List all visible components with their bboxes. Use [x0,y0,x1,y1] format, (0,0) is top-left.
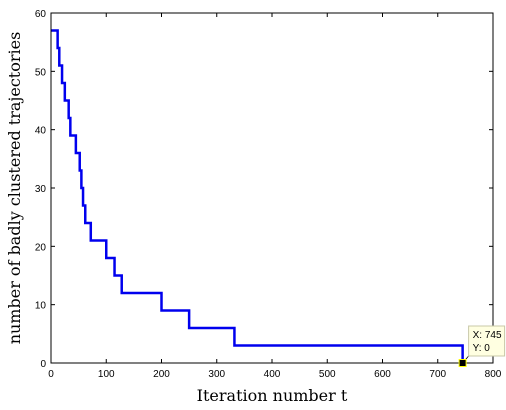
y-tick-label: 50 [35,67,47,78]
data-tip-x-text: X: 745 [473,330,502,341]
x-tick-label: 500 [319,369,336,380]
y-tick-label: 30 [35,184,47,195]
data-tip-box [468,325,506,357]
y-axis-label: number of badly clustered trajectories [5,32,24,345]
x-axis-label: Iteration number t [197,386,348,405]
x-tick-label: 800 [485,369,502,380]
x-tick-label: 200 [153,369,170,380]
y-tick-label: 10 [35,301,47,312]
x-tick-label: 100 [98,369,115,380]
x-tick-label: 600 [374,369,391,380]
data-tip-y-text: Y: 0 [473,343,491,354]
data-tip-marker[interactable] [458,359,467,367]
y-tick-label: 60 [35,9,47,20]
x-tick-labels: 0 100 200 300 400 500 600 700 800 [48,369,502,380]
data-tip[interactable]: X: 745 Y: 0 [458,325,506,367]
y-tick-label: 0 [40,359,46,370]
x-tick-label: 700 [429,369,446,380]
x-tick-label: 300 [208,369,225,380]
x-tick-label: 400 [264,369,281,380]
plot-area [51,13,493,363]
series-line [51,29,464,363]
y-tick-label: 20 [35,242,47,253]
plot-frame [50,12,494,364]
series-group [51,29,464,363]
x-tick-label: 0 [48,369,54,380]
y-tick-labels: 0 10 20 30 40 50 60 [35,9,47,370]
y-tick-label: 40 [35,126,47,137]
